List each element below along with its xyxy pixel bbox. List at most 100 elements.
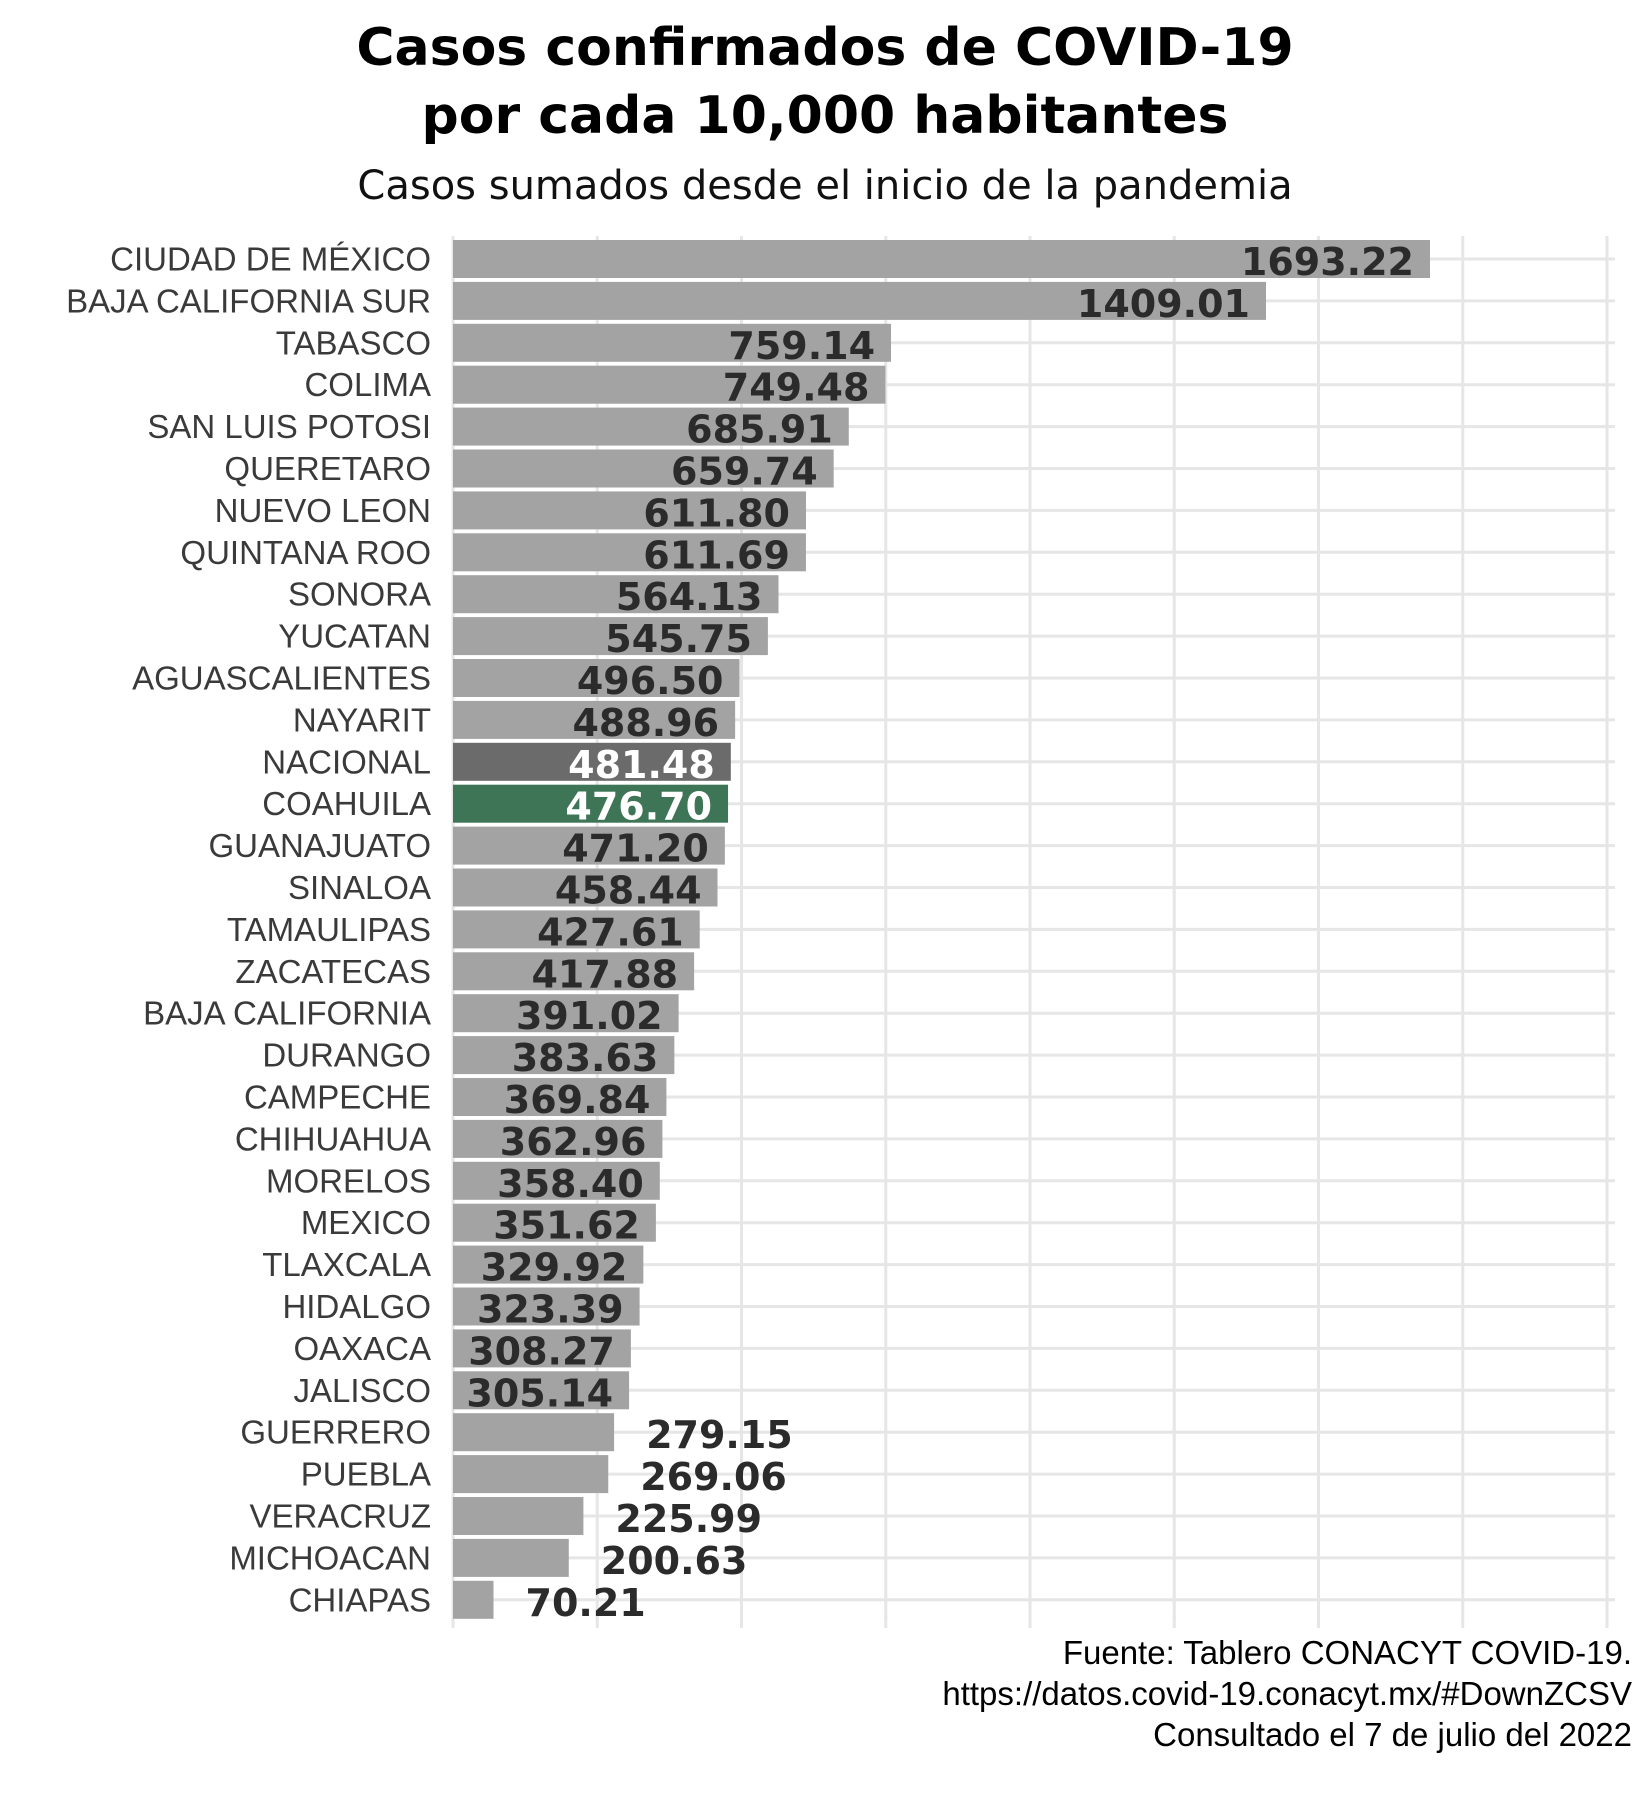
category-label: SAN LUIS POTOSI <box>147 408 431 445</box>
value-label: 269.06 <box>640 1455 787 1499</box>
bar-baja-california <box>453 994 679 1033</box>
bar-durango <box>453 1036 675 1075</box>
category-label: OAXACA <box>293 1330 431 1367</box>
value-label: 1409.01 <box>1077 282 1250 326</box>
bar-morelos <box>453 1161 660 1200</box>
category-label: NACIONAL <box>262 743 431 780</box>
bar-sinaloa <box>453 868 718 907</box>
bar-nuevo-leon <box>453 491 807 530</box>
value-label: 279.15 <box>646 1413 793 1457</box>
category-label: CAMPECHE <box>244 1079 431 1116</box>
chart-title: Casos confirmados de COVID-19 por cada 1… <box>0 14 1650 150</box>
bar-sonora <box>453 575 779 614</box>
category-label: GUANAJUATO <box>209 827 431 864</box>
category-label: COAHUILA <box>262 785 431 822</box>
category-label: TLAXCALA <box>262 1246 431 1283</box>
category-label: BAJA CALIFORNIA SUR <box>66 282 431 319</box>
value-label: 391.02 <box>516 994 663 1038</box>
value-label: 308.27 <box>468 1329 615 1373</box>
value-label: 611.69 <box>643 533 790 577</box>
category-label: MORELOS <box>266 1162 431 1199</box>
value-label: 362.96 <box>500 1120 647 1164</box>
category-label: DURANGO <box>262 1037 431 1074</box>
category-label: SINALOA <box>288 869 431 906</box>
value-label: 488.96 <box>572 701 719 745</box>
category-labels: CIUDAD DE MÉXICO BAJA CALIFORNIA SUR TABAS… <box>66 241 431 1619</box>
bar-colima <box>453 365 886 404</box>
value-label: 564.13 <box>616 575 763 619</box>
chart-title-line-2: por cada 10,000 habitantes <box>421 86 1229 146</box>
value-label: 458.44 <box>555 869 702 913</box>
category-label: TAMAULIPAS <box>227 911 431 948</box>
bar-quintana-roo <box>453 533 806 572</box>
value-label: 611.80 <box>643 491 790 535</box>
value-label: 471.20 <box>562 827 709 871</box>
chart-title-line-1: Casos confirmados de COVID-19 <box>356 18 1294 78</box>
bar-veracruz <box>453 1497 584 1535</box>
category-label: CIUDAD DE MÉXICO <box>110 241 431 278</box>
value-label: 369.84 <box>504 1078 651 1122</box>
value-label: 685.91 <box>686 408 833 452</box>
caption-source: Fuente: Tablero CONACYT COVID-19. <box>1062 1634 1632 1671</box>
bar-baja-california-sur <box>453 281 1266 320</box>
bar-chiapas <box>453 1580 494 1619</box>
caption-url: https://datos.covid-19.conacyt.mx/#DownZ… <box>942 1675 1632 1712</box>
bar-tamaulipas <box>453 910 700 949</box>
value-label: 476.70 <box>565 785 712 829</box>
category-label: BAJA CALIFORNIA <box>143 995 431 1032</box>
bar-nacional <box>453 742 731 781</box>
bar-aguascalientes <box>453 659 740 697</box>
value-label: 200.63 <box>601 1539 748 1583</box>
value-label: 427.61 <box>537 910 684 954</box>
value-label: 759.14 <box>728 324 875 368</box>
category-label: QUINTANA ROO <box>180 534 431 571</box>
caption-consulted-date: Consultado el 7 de julio del 2022 <box>1153 1716 1632 1753</box>
category-label: VERACRUZ <box>249 1498 431 1535</box>
bar-queretaro <box>453 449 834 488</box>
category-label: JALISCO <box>293 1372 431 1409</box>
bar-tabasco <box>453 323 892 362</box>
value-label: 329.92 <box>481 1246 628 1290</box>
category-label: PUEBLA <box>301 1456 431 1493</box>
category-label: MEXICO <box>301 1204 431 1241</box>
category-label: MICHOACAN <box>229 1539 431 1576</box>
category-label: COLIMA <box>304 366 431 403</box>
value-label: 383.63 <box>512 1036 659 1080</box>
bar-guanajuato <box>453 826 725 865</box>
value-labels: 1693.221409.01759.14749.48685.91659.7461… <box>466 240 1414 1625</box>
value-label: 323.39 <box>477 1288 624 1332</box>
bar-campeche <box>453 1078 667 1116</box>
category-label: CHIHUAHUA <box>235 1120 431 1157</box>
bar-yucatan <box>453 617 768 656</box>
value-label: 545.75 <box>605 617 752 661</box>
value-label: 749.48 <box>723 366 870 410</box>
category-label: TABASCO <box>276 324 431 361</box>
bar-nayarit <box>453 700 736 739</box>
source-caption: Fuente: Tablero CONACYT COVID-19. https:… <box>942 1632 1632 1755</box>
category-label: GUERRERO <box>240 1414 431 1451</box>
bar-jalisco <box>453 1371 630 1410</box>
bar-coahuila <box>453 784 729 823</box>
bar-mexico <box>453 1203 656 1242</box>
bar-san-luis-potosi <box>453 407 849 446</box>
bar-zacatecas <box>453 952 695 991</box>
value-label: 358.40 <box>497 1162 644 1206</box>
value-label: 481.48 <box>568 743 715 787</box>
category-label: YUCATAN <box>278 618 431 655</box>
value-label: 351.62 <box>493 1204 640 1248</box>
bar-hidalgo <box>453 1287 640 1326</box>
bars <box>453 240 1430 1619</box>
category-label: NUEVO LEON <box>215 492 431 529</box>
bar-tlaxcala <box>453 1245 644 1284</box>
bar-oaxaca <box>453 1329 631 1368</box>
value-label: 1693.22 <box>1241 240 1414 284</box>
category-label: ZACATECAS <box>235 953 431 990</box>
value-label: 659.74 <box>671 450 818 494</box>
bar-chart: CIUDAD DE MÉXICO BAJA CALIFORNIA SUR TABAS… <box>66 236 1615 1628</box>
value-label: 70.21 <box>526 1581 646 1625</box>
category-label: NAYARIT <box>293 701 431 738</box>
category-label: AGUASCALIENTES <box>132 660 431 697</box>
bar-puebla <box>453 1455 609 1494</box>
bar-ciudad-de-m-xico <box>453 240 1430 278</box>
bar-guerrero <box>453 1413 615 1452</box>
